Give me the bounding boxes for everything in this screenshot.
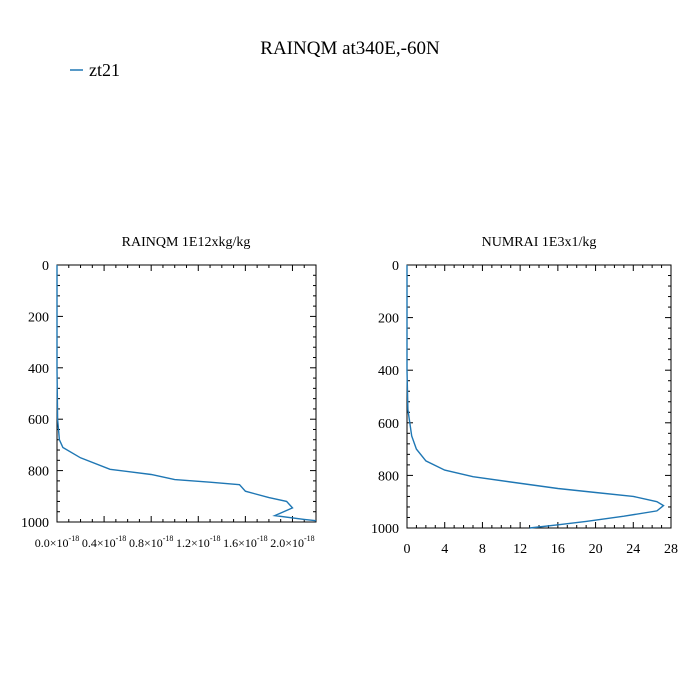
- y-tick-label: 0: [392, 259, 399, 274]
- x-tick-label: 2.0×10-18: [270, 534, 314, 550]
- x-tick-label: 20: [589, 542, 603, 557]
- x-tick-label: 1.6×10-18: [223, 534, 267, 550]
- legend-label-zt21: zt21: [89, 60, 120, 80]
- y-tick-label: 200: [28, 310, 49, 325]
- panel-title: RAINQM 1E12xkg/kg: [122, 235, 251, 250]
- figure-title: RAINQM at340E,-60N: [260, 38, 440, 59]
- x-tick-label: 0: [404, 542, 411, 557]
- x-tick-label: 4: [441, 542, 448, 557]
- y-tick-label: 600: [378, 417, 399, 432]
- y-tick-label: 600: [28, 413, 49, 428]
- series-line-zt21: [56, 265, 317, 522]
- x-tick-label: 28: [664, 542, 678, 557]
- y-tick-label: 800: [28, 465, 49, 480]
- x-tick-label: 1.2×10-18: [176, 534, 220, 550]
- y-tick-label: 1000: [371, 522, 399, 537]
- panel-rainqm: RAINQM 1E12xkg/kg 0 200 400 600 800 1000 0.0×10…: [21, 235, 317, 550]
- x-tick-label: 24: [626, 542, 640, 557]
- y-tick-label: 200: [378, 312, 399, 327]
- panel-title: NUMRAI 1E3x1/kg: [482, 235, 597, 250]
- legend: zt21: [70, 60, 120, 80]
- panel-numrai: NUMRAI 1E3x1/kg 0 200 400 600 800 1000 0 4 8 12 16 2…: [371, 235, 678, 557]
- x-tick-label: 12: [513, 542, 527, 557]
- plot-frame: [406, 264, 672, 529]
- plot-frame: [56, 264, 317, 523]
- x-tick-label: 0.4×10-18: [82, 534, 126, 550]
- y-tick-label: 1000: [21, 516, 49, 531]
- x-tick-label: 0.0×10-18: [35, 534, 79, 550]
- x-tick-label: 16: [551, 542, 565, 557]
- y-tick-label: 400: [28, 362, 49, 377]
- series-line-zt21: [406, 265, 665, 529]
- y-tick-label: 0: [42, 259, 49, 274]
- y-tick-label: 400: [378, 364, 399, 379]
- y-tick-label: 800: [378, 469, 399, 484]
- x-tick-label: 8: [479, 542, 486, 557]
- x-tick-label: 0.8×10-18: [129, 534, 173, 550]
